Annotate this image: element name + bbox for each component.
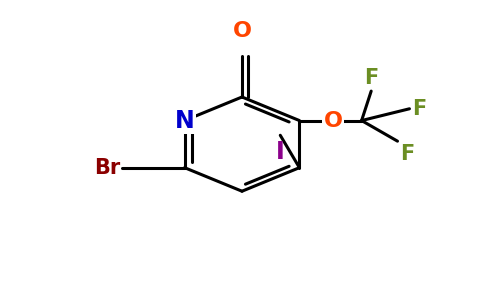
Text: O: O: [232, 21, 252, 41]
Text: N: N: [175, 109, 195, 133]
Text: F: F: [400, 144, 414, 164]
Text: I: I: [276, 140, 285, 164]
Text: O: O: [323, 111, 342, 130]
Text: Br: Br: [94, 158, 120, 178]
Text: F: F: [412, 99, 426, 119]
Text: F: F: [364, 68, 378, 88]
